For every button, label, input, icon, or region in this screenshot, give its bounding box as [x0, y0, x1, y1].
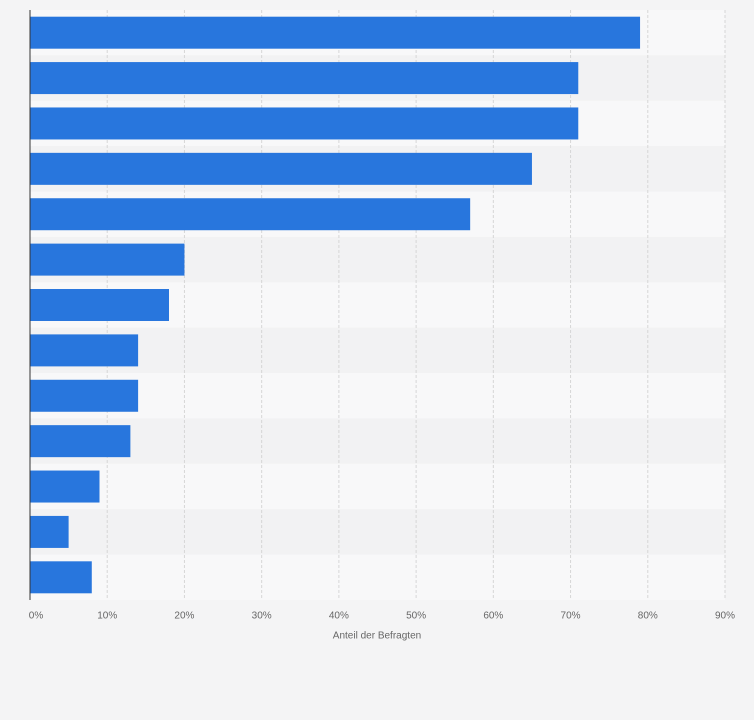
bar — [30, 379, 139, 412]
x-tick-label: 20% — [174, 611, 194, 622]
x-tick-label: 90% — [715, 611, 735, 622]
bar — [30, 62, 579, 95]
row-stripe — [30, 509, 725, 555]
row-stripe — [30, 373, 725, 419]
x-axis-title: Anteil der Befragten — [333, 631, 421, 642]
bar — [30, 561, 92, 594]
x-tick-label: 40% — [329, 611, 349, 622]
bar — [30, 470, 100, 503]
x-tick-label: 70% — [561, 611, 581, 622]
row-stripe — [30, 418, 725, 464]
bar — [30, 425, 131, 458]
row-stripe — [30, 463, 725, 510]
bar — [30, 289, 169, 321]
bar — [30, 16, 641, 49]
x-tick-label: 50% — [406, 611, 426, 622]
x-tick-label: 60% — [483, 611, 503, 622]
row-stripe — [30, 327, 725, 374]
x-tick-label: 10% — [97, 611, 117, 622]
bar — [30, 515, 69, 548]
x-tick-label: 30% — [252, 611, 272, 622]
bar — [30, 243, 185, 276]
x-tick-label: 0% — [29, 611, 44, 622]
bar — [30, 198, 471, 231]
bar — [30, 152, 532, 185]
row-stripe — [30, 554, 725, 600]
bar — [30, 334, 139, 367]
bar — [30, 107, 579, 140]
x-tick-label: 80% — [638, 611, 658, 622]
